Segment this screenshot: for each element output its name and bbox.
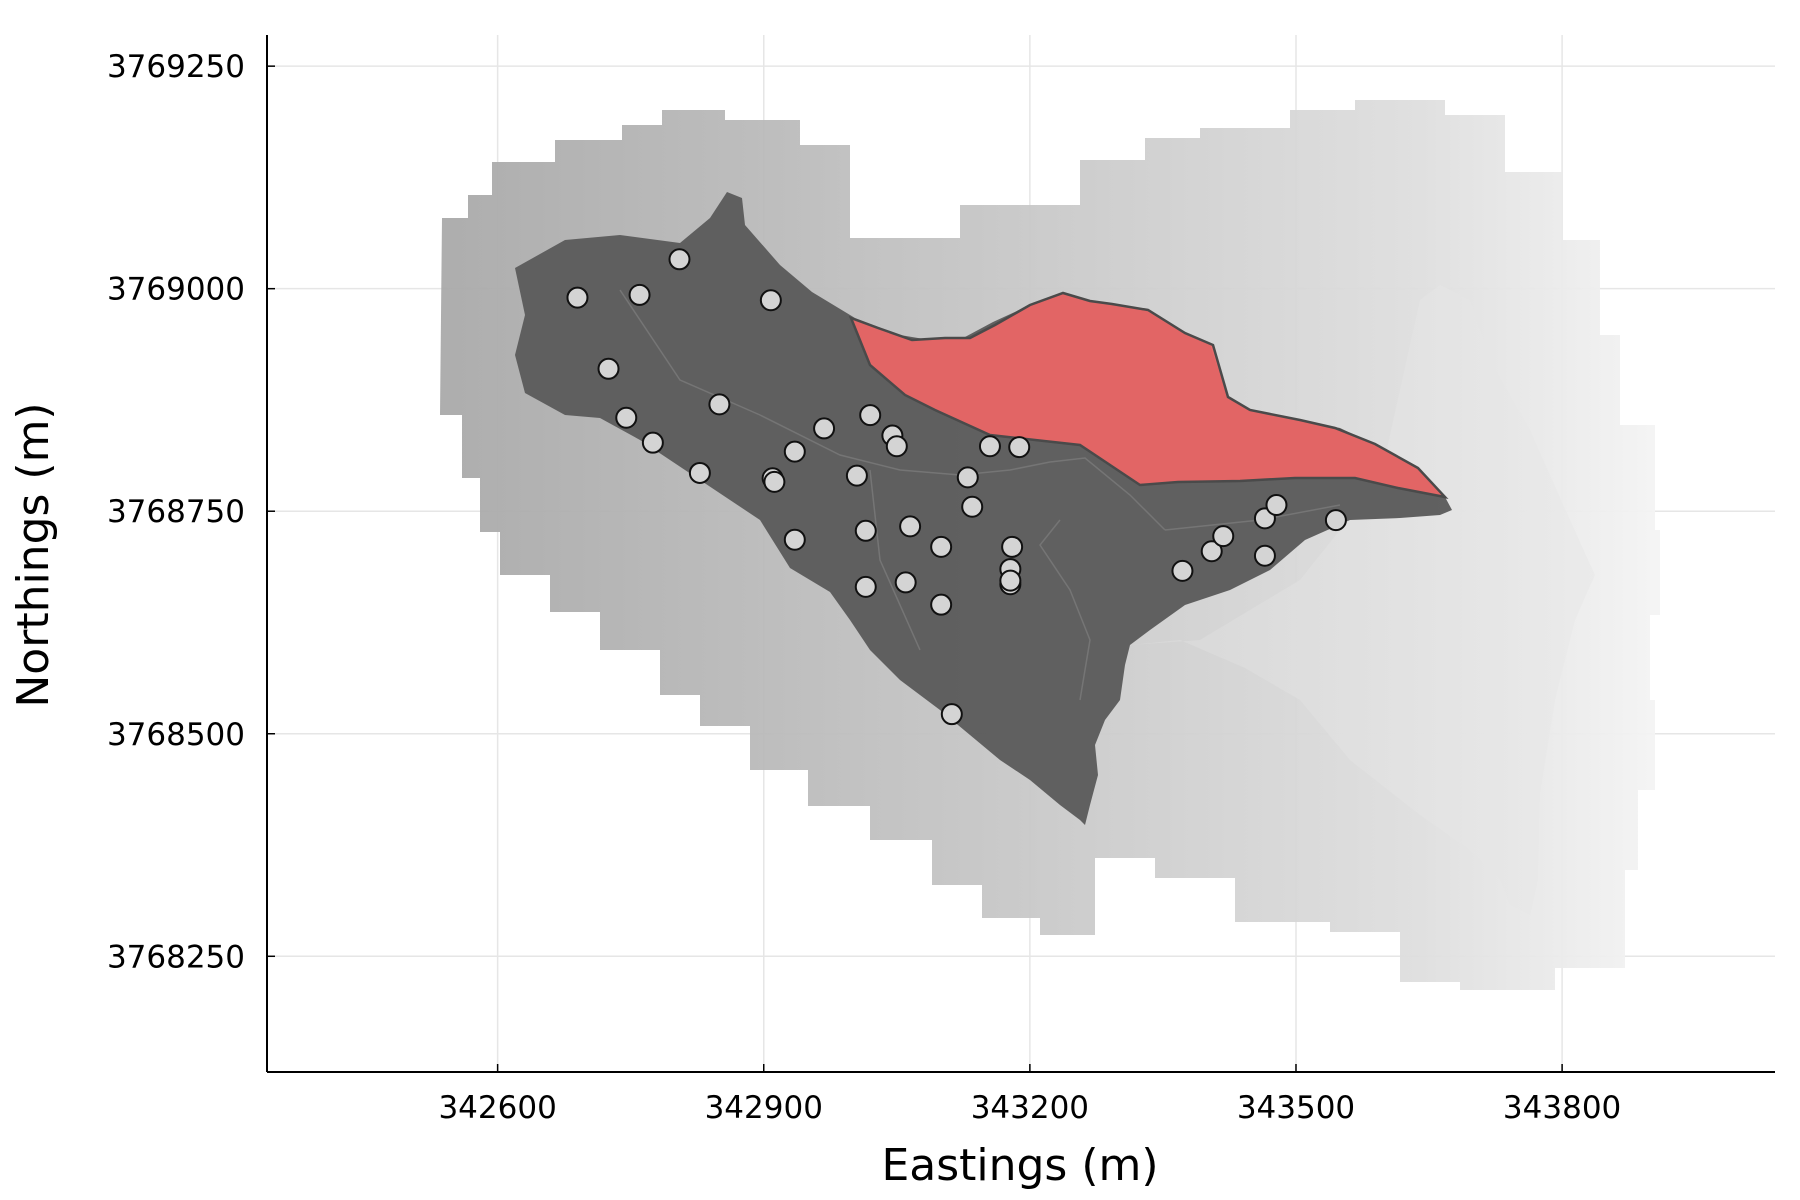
sample-point [978, 435, 1001, 458]
sample-point [1200, 540, 1223, 563]
y-tick-label: 3769250 [107, 49, 245, 85]
sample-point [1253, 544, 1276, 567]
sample-point [999, 569, 1022, 592]
sample-point [1171, 559, 1194, 582]
sample-point [566, 286, 589, 309]
axes [266, 35, 1775, 1073]
sample-point [854, 575, 877, 598]
y-tick-labels: 3768250 3768500 3768750 3769000 3769250 [107, 49, 245, 975]
sample-point [597, 357, 620, 380]
sample-point [783, 528, 806, 551]
sample-point [854, 519, 877, 542]
sample-point [628, 283, 651, 306]
sub-catchment-area [848, 291, 1449, 499]
y-tick-label: 3768250 [107, 939, 245, 975]
sample-point [1324, 509, 1347, 532]
sample-point [1001, 535, 1024, 558]
sample-point [668, 248, 691, 271]
sample-point [1008, 436, 1031, 459]
y-tick-label: 3768750 [107, 494, 245, 530]
x-tick-label: 343800 [1503, 1090, 1621, 1126]
sample-point [845, 464, 868, 487]
x-tick-labels: 342600 342900 343200 343500 343800 [438, 1090, 1621, 1126]
sample-point [899, 515, 922, 538]
sample-point [961, 495, 984, 518]
sample-point [763, 470, 786, 493]
sample-point [759, 289, 782, 312]
sample-point [894, 571, 917, 594]
sample-point [708, 393, 731, 416]
sample-point [930, 535, 953, 558]
x-tick-label: 342900 [705, 1090, 823, 1126]
sample-point [940, 703, 963, 726]
sample-point [688, 461, 711, 484]
sample-point [1265, 493, 1288, 516]
sample-point [956, 466, 979, 489]
valley-floor [1130, 285, 1595, 915]
sample-point [930, 593, 953, 616]
data-points [566, 248, 1347, 726]
y-tick-label: 3769000 [107, 272, 245, 308]
sample-point [885, 435, 908, 458]
sample-point [813, 417, 836, 440]
x-axis-title: Eastings (m) [881, 1140, 1158, 1191]
x-tick-label: 343200 [971, 1090, 1089, 1126]
sample-point [615, 406, 638, 429]
x-tick-label: 342600 [438, 1090, 556, 1126]
sample-point [1212, 525, 1235, 548]
y-tick-label: 3768500 [107, 717, 245, 753]
sample-point [783, 440, 806, 463]
x-tick-label: 343500 [1237, 1090, 1355, 1126]
y-axis-title: Northings (m) [8, 402, 59, 707]
sample-point [859, 404, 882, 427]
watershed-basin [515, 192, 1452, 825]
sample-point [641, 431, 664, 454]
